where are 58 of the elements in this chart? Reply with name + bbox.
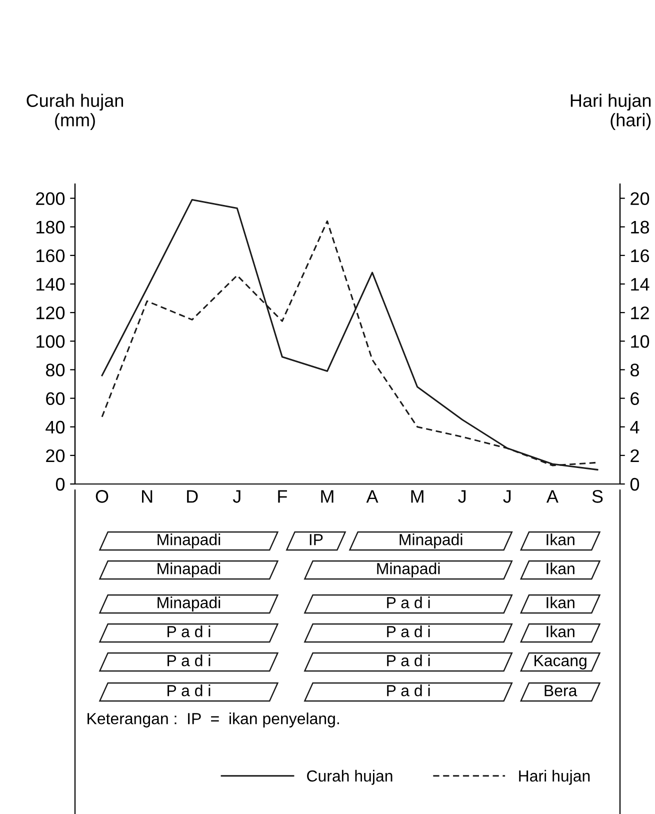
x-tick-label: O: [96, 490, 108, 503]
x-tick-label: A: [546, 490, 558, 503]
y2-tick-label: 6: [630, 392, 639, 406]
text: Ikan: [546, 562, 574, 574]
x-tick-label: M: [321, 490, 334, 503]
y2-tick-label: 8: [630, 364, 639, 376]
y-tick-label: 80: [46, 364, 65, 376]
y2-tick-label: 2: [630, 449, 639, 462]
x-tick-label: A: [366, 490, 378, 503]
y-tick-label: 120: [36, 306, 65, 320]
text: Ikan: [546, 596, 574, 608]
x-tick-label: J: [503, 490, 511, 503]
y2-tick-label: 20: [630, 192, 650, 206]
y-tick-label: 60: [46, 392, 65, 406]
text: Ikan: [546, 534, 574, 546]
y2-tick-label: 18: [631, 220, 650, 234]
text: P a d i: [387, 654, 430, 666]
y-axis-title: Curah hujan (mm): [26, 94, 124, 130]
x-tick-label: J: [458, 490, 466, 503]
text: P a d i: [387, 626, 430, 638]
y-tick-label: 20: [46, 449, 65, 462]
text: Minapadi: [400, 534, 462, 548]
text: Bera: [544, 685, 578, 696]
text: P a d i: [168, 626, 210, 638]
y2-axis-title: Hari hujan (hari): [570, 94, 651, 130]
text: Keterangan : IP = ikan penyelang.: [88, 712, 339, 728]
y-tick-label: 40: [46, 420, 65, 434]
y2-tick-label: 0: [630, 478, 640, 491]
y2-tick-label: 16: [631, 249, 650, 262]
y-tick-label: 200: [36, 192, 65, 206]
x-tick-label: M: [411, 490, 424, 503]
y-tick-label: 180: [36, 220, 65, 234]
text: P a d i: [168, 684, 210, 696]
x-tick-label: J: [232, 490, 240, 503]
text: Ikan: [546, 626, 574, 638]
x-tick-label: N: [142, 490, 152, 503]
x-tick-label: D: [187, 490, 198, 503]
y-tick-label: 0: [56, 478, 65, 491]
legend-label: Hari hujan: [519, 770, 590, 785]
x-tick-label: S: [592, 490, 603, 503]
y2-tick-label: 10: [631, 335, 650, 348]
text: Kacang: [534, 655, 586, 670]
y2-tick-label: 12: [631, 306, 649, 320]
legend-label: Curah hujan: [307, 770, 392, 785]
text: Minapadi: [158, 596, 220, 612]
y-tick-label: 160: [36, 249, 65, 262]
y2-tick-label: 14: [631, 278, 650, 291]
y-tick-label: 140: [36, 278, 65, 291]
text: P a d i: [168, 654, 210, 666]
y2-tick-label: 4: [630, 420, 640, 434]
text: Minapadi: [158, 562, 220, 578]
text: P a d i: [387, 684, 430, 696]
text: Minapadi: [377, 562, 440, 578]
text: P a d i: [387, 596, 430, 608]
y-tick-label: 100: [36, 335, 65, 348]
text: Minapadi: [158, 534, 220, 548]
x-tick-label: F: [278, 490, 287, 503]
text: IP: [310, 534, 323, 546]
